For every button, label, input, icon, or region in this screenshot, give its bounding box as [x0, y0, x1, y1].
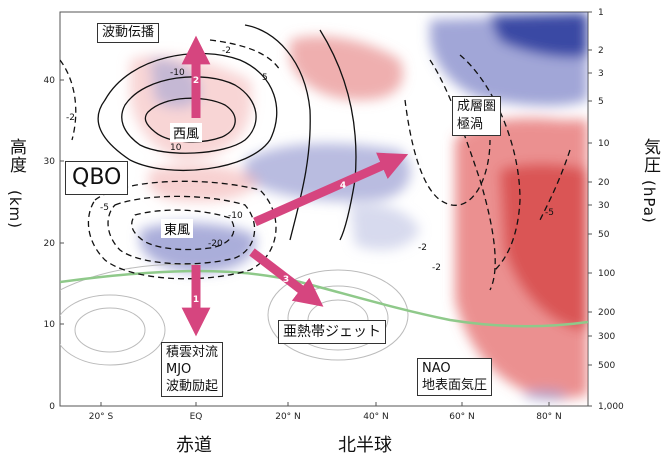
svg-text:60° N: 60° N: [449, 412, 475, 422]
svg-text:EQ: EQ: [190, 412, 203, 422]
convection-line1: 積雲対流: [166, 345, 219, 360]
polar-vortex-line2: 極渦: [457, 117, 484, 132]
svg-text:100: 100: [598, 269, 615, 279]
svg-text:40: 40: [44, 76, 56, 86]
arrow-3-number: 3: [283, 275, 289, 285]
left-axis-ticks: 0 10 20 30 40: [44, 76, 56, 412]
right-axis-label: 気圧: [640, 138, 660, 174]
convection-line3: 波動励起: [166, 379, 219, 394]
bottom-axis-ticks: 20° S EQ 20° N 40° N 60° N 80° N: [89, 412, 562, 422]
arrow-4: [253, 152, 409, 227]
svg-text:80° N: 80° N: [536, 412, 562, 422]
nao-line1: NAO: [422, 361, 451, 376]
right-axis-unit: (hPa): [640, 180, 658, 224]
svg-text:5: 5: [262, 73, 268, 83]
svg-text:-5: -5: [100, 203, 109, 213]
svg-text:10: 10: [44, 320, 56, 330]
svg-text:2: 2: [598, 46, 604, 56]
svg-text:1: 1: [598, 8, 604, 18]
nao-label: NAO 地表面気圧: [417, 358, 493, 396]
svg-text:200: 200: [598, 308, 615, 318]
svg-text:3: 3: [598, 69, 604, 79]
svg-text:-10: -10: [228, 211, 243, 221]
easterly-contours: [60, 39, 571, 291]
right-axis-ticks: 1 2 3 5 10 20 30 50 100 200 300 500 1,00…: [598, 8, 624, 412]
svg-text:-2: -2: [66, 113, 75, 123]
svg-text:1,000: 1,000: [598, 402, 624, 412]
svg-text:20: 20: [598, 178, 610, 188]
svg-text:5: 5: [598, 97, 604, 107]
svg-text:-2: -2: [432, 263, 441, 273]
svg-text:-2: -2: [222, 46, 231, 56]
arrow-1-number: 1: [193, 295, 199, 305]
svg-text:300: 300: [598, 332, 615, 342]
svg-text:10: 10: [170, 143, 182, 153]
nao-line2: 地表面気圧: [422, 378, 488, 393]
arrow-2-number: 2: [193, 76, 199, 86]
svg-text:500: 500: [598, 361, 615, 371]
left-axis-label: 高度: [6, 138, 26, 174]
svg-text:-10: -10: [170, 68, 185, 78]
northern-hemisphere-label: 北半球: [338, 435, 392, 456]
svg-text:10: 10: [598, 139, 610, 149]
svg-text:40° N: 40° N: [363, 412, 389, 422]
contour-value-labels: -2 -2 5 -10 10 -10 -20 -5 -2 -5 -2: [66, 46, 554, 273]
qbo-label: QBO: [65, 161, 129, 195]
jet-contours: [60, 263, 409, 366]
svg-text:-20: -20: [208, 239, 223, 249]
svg-text:-5: -5: [545, 208, 554, 218]
svg-text:20° N: 20° N: [275, 412, 301, 422]
svg-text:20: 20: [44, 239, 56, 249]
subtropical-jet-label: 亜熱帯ジェット: [278, 320, 386, 344]
equator-label: 赤道: [176, 435, 212, 456]
arrow-3: [249, 248, 324, 307]
wave-propagation-label: 波動伝播: [97, 23, 160, 43]
left-axis-unit: (km): [6, 190, 24, 230]
svg-text:-2: -2: [418, 243, 427, 253]
polar-vortex-line1: 成層圏: [457, 99, 497, 114]
tropopause-line: [60, 269, 588, 328]
svg-text:50: 50: [598, 230, 610, 240]
arrows: [181, 35, 409, 337]
svg-text:20° S: 20° S: [89, 412, 114, 422]
arrow-4-number: 4: [340, 181, 346, 191]
easterly-label: 東風: [161, 219, 194, 238]
svg-text:30: 30: [44, 157, 56, 167]
convection-line2: MJO: [166, 362, 192, 377]
svg-text:30: 30: [598, 201, 610, 211]
convection-label: 積雲対流 MJO 波動励起: [161, 342, 224, 397]
polar-vortex-label: 成層圏 極渦: [452, 96, 502, 136]
westerly-label: 西風: [170, 123, 203, 142]
svg-text:0: 0: [49, 402, 55, 412]
